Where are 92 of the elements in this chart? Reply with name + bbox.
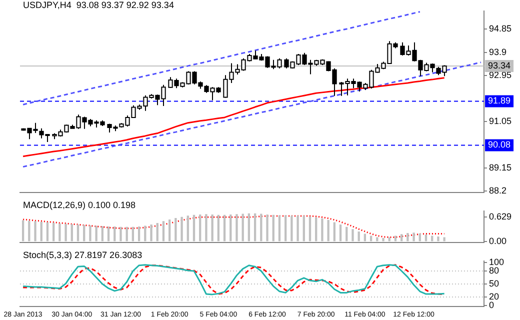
bar [272, 214, 274, 242]
bar [199, 214, 202, 242]
bar [217, 214, 220, 242]
bar [120, 226, 122, 242]
bar [437, 236, 440, 242]
y-tick-label: 0.00 [489, 236, 507, 246]
bar [58, 223, 61, 242]
bar [242, 214, 244, 242]
y-tick-label: 93.9 [489, 46, 507, 57]
bar [431, 236, 434, 242]
chart-title: USDJPY,H4 93.08 93.37 92.92 93.34 [23, 0, 174, 10]
line-series [22, 62, 482, 168]
bar [260, 214, 262, 242]
line-series [22, 11, 421, 106]
bar [83, 224, 86, 242]
bar [168, 220, 171, 242]
y-tick-label: 50 [489, 278, 500, 288]
bar [424, 234, 428, 242]
bar [126, 226, 128, 242]
bar [394, 236, 397, 242]
bar [388, 237, 390, 242]
bar [333, 222, 336, 242]
y-tick-label: 94.85 [489, 24, 512, 34]
bar [315, 217, 318, 242]
bar [114, 226, 116, 242]
bar [138, 226, 140, 242]
ref-line-label: 91.89 [488, 96, 511, 106]
bar [382, 238, 384, 242]
bar [406, 233, 409, 242]
bar [296, 216, 299, 242]
chart-title: MACD(12,26,9) 0.100 0.198 [23, 200, 136, 210]
bar [278, 215, 281, 242]
bar [70, 224, 73, 242]
bar [339, 224, 342, 242]
bar [236, 214, 238, 242]
bar [352, 229, 354, 242]
bar [192, 214, 196, 242]
ref-line-label: 93.34 [488, 60, 511, 70]
bar [400, 234, 403, 242]
bar [64, 224, 67, 242]
bar [144, 226, 146, 242]
bar [52, 222, 55, 242]
bar [40, 222, 42, 242]
bar [46, 222, 49, 242]
bar [211, 214, 214, 242]
bar [28, 220, 30, 242]
bar [412, 232, 415, 242]
bar [156, 223, 158, 242]
bar [364, 234, 366, 242]
bar [186, 216, 189, 242]
bar [290, 216, 293, 242]
bar [370, 236, 372, 242]
bar [180, 216, 183, 242]
bar [321, 218, 324, 242]
y-tick-label: 92.95 [489, 70, 512, 80]
y-tick-label: 0.629 [489, 212, 512, 222]
y-tick-label: 91.05 [489, 116, 512, 126]
y-tick-label: 89.15 [489, 162, 512, 172]
bar [230, 214, 232, 242]
bar [95, 226, 98, 242]
bar [284, 215, 287, 242]
chart-title: Stoch(5,3,3) 27.8197 26.3083 [23, 250, 142, 260]
bar [132, 226, 134, 242]
bar [254, 213, 256, 242]
bar [22, 220, 24, 242]
ref-line-label: 90.08 [488, 140, 511, 150]
bar [174, 218, 177, 242]
bar [308, 216, 312, 242]
bar [76, 224, 80, 242]
bar [418, 233, 421, 242]
y-tick-label: 0 [489, 300, 494, 310]
bar [162, 221, 165, 242]
bar [101, 226, 104, 242]
y-tick-label: 88.2 [489, 185, 507, 196]
bar [302, 216, 305, 242]
bar [223, 214, 226, 242]
bar [266, 214, 268, 242]
bar [358, 231, 360, 242]
bar [89, 225, 92, 242]
bar [150, 224, 152, 242]
line-series [22, 215, 446, 238]
y-tick-label: 20 [489, 292, 500, 302]
bar [248, 213, 250, 242]
bar [107, 226, 110, 242]
bar [443, 237, 446, 242]
y-tick-label: 100 [489, 256, 504, 267]
bar [376, 237, 378, 242]
bar [34, 221, 36, 242]
bar [346, 226, 348, 242]
bar [205, 214, 208, 242]
bar [327, 220, 330, 242]
y-tick-label: 80 [489, 265, 500, 276]
